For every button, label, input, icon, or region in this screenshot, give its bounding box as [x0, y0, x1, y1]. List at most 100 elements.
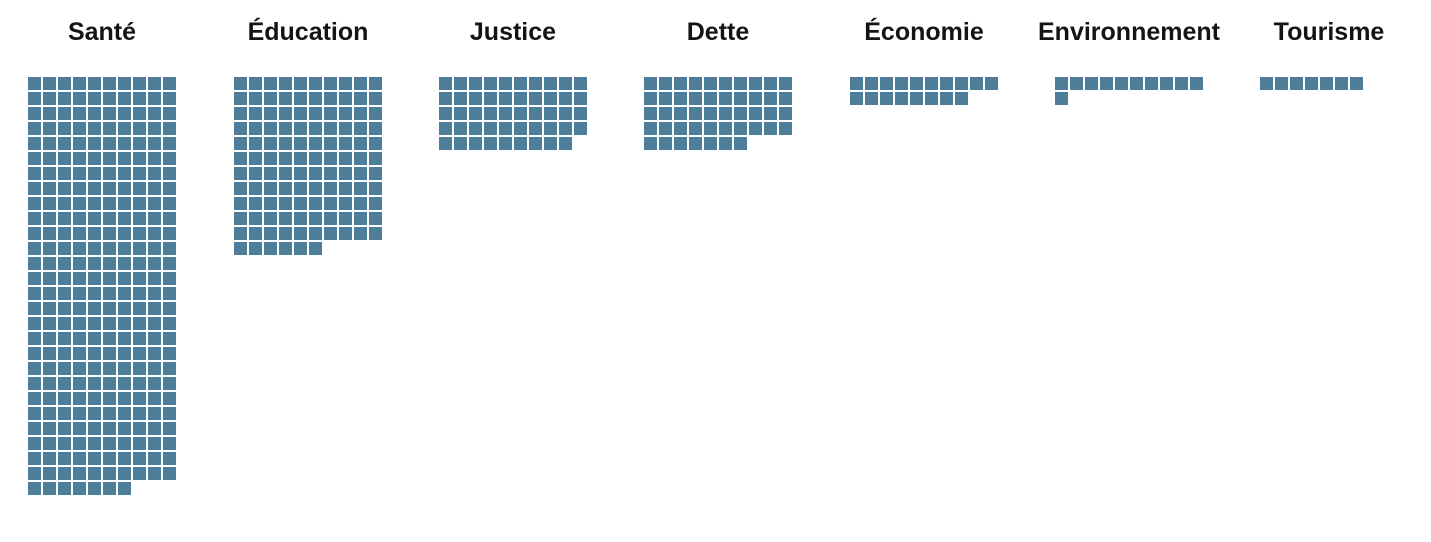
waffle-square: [249, 122, 262, 135]
waffle-square: [133, 452, 146, 465]
waffle-square: [73, 362, 86, 375]
waffle-square: [294, 122, 307, 135]
waffle-square: [28, 77, 41, 90]
waffle-square: [324, 137, 337, 150]
waffle-square: [234, 152, 247, 165]
waffle-square: [58, 272, 71, 285]
waffle-square: [644, 77, 657, 90]
waffle-square: [279, 77, 292, 90]
waffle-square: [234, 197, 247, 210]
waffle-square: [354, 152, 367, 165]
waffle-square: [118, 392, 131, 405]
waffle-square: [850, 92, 863, 105]
waffle-square: [103, 92, 116, 105]
waffle-square: [264, 152, 277, 165]
waffle-square: [73, 167, 86, 180]
waffle-square: [779, 92, 792, 105]
waffle-square: [559, 107, 572, 120]
waffle-square: [28, 272, 41, 285]
waffle-square: [58, 452, 71, 465]
waffle-square: [544, 122, 557, 135]
waffle-square: [529, 92, 542, 105]
waffle-square: [133, 257, 146, 270]
waffle-square: [73, 437, 86, 450]
waffle-square: [133, 287, 146, 300]
waffle-square: [118, 422, 131, 435]
waffle-square: [73, 422, 86, 435]
waffle-square: [73, 92, 86, 105]
waffle-square: [133, 242, 146, 255]
waffle-square: [764, 122, 777, 135]
waffle-square: [133, 212, 146, 225]
waffle-square: [88, 122, 101, 135]
waffle-square: [309, 122, 322, 135]
waffle-square: [454, 122, 467, 135]
waffle-square: [719, 92, 732, 105]
waffle-square: [58, 467, 71, 480]
waffle-square: [163, 467, 176, 480]
waffle-square: [895, 77, 908, 90]
waffle-square: [118, 467, 131, 480]
waffle-square: [28, 197, 41, 210]
waffle-square: [118, 332, 131, 345]
waffle-square: [309, 227, 322, 240]
category-label: Économie: [864, 18, 984, 46]
waffle-square: [43, 182, 56, 195]
waffle-square: [43, 257, 56, 270]
waffle-square: [73, 242, 86, 255]
waffle-square: [133, 302, 146, 315]
waffle-square: [43, 332, 56, 345]
waffle-square: [439, 107, 452, 120]
waffle-square: [148, 77, 161, 90]
waffle-square: [73, 77, 86, 90]
waffle-square: [58, 482, 71, 495]
waffle-square: [749, 92, 762, 105]
waffle-square: [43, 227, 56, 240]
waffle-square: [1350, 77, 1363, 90]
waffle-square: [324, 152, 337, 165]
waffle-square: [88, 467, 101, 480]
waffle-square: [704, 92, 717, 105]
waffle-square: [88, 107, 101, 120]
waffle-square: [234, 77, 247, 90]
waffle-square: [234, 122, 247, 135]
waffle-square: [264, 167, 277, 180]
waffle-square: [279, 152, 292, 165]
waffle-square: [133, 362, 146, 375]
waffle-square: [644, 137, 657, 150]
waffle-square: [249, 182, 262, 195]
waffle-square: [43, 452, 56, 465]
waffle-square: [559, 122, 572, 135]
waffle-square: [674, 92, 687, 105]
waffle-square: [249, 152, 262, 165]
waffle-square: [103, 167, 116, 180]
waffle-square: [294, 77, 307, 90]
waffle-square: [118, 437, 131, 450]
waffle-square: [73, 182, 86, 195]
waffle-square: [704, 122, 717, 135]
waffle-square: [339, 152, 352, 165]
waffle-square: [249, 77, 262, 90]
waffle-square: [689, 107, 702, 120]
waffle-square: [1070, 77, 1083, 90]
waffle-square: [148, 152, 161, 165]
waffle-square: [58, 167, 71, 180]
waffle-square: [148, 257, 161, 270]
waffle-square: [749, 107, 762, 120]
waffle-square: [148, 107, 161, 120]
waffle-square: [1115, 77, 1128, 90]
waffle-square: [28, 167, 41, 180]
waffle-square: [43, 482, 56, 495]
waffle-square: [88, 332, 101, 345]
waffle-square: [734, 77, 747, 90]
waffle-square: [148, 407, 161, 420]
waffle-square: [910, 77, 923, 90]
waffle-square: [73, 197, 86, 210]
waffle-square: [43, 317, 56, 330]
waffle-square: [163, 287, 176, 300]
waffle-square: [88, 392, 101, 405]
waffle-square: [294, 152, 307, 165]
waffle-square: [644, 107, 657, 120]
waffle-square: [294, 242, 307, 255]
